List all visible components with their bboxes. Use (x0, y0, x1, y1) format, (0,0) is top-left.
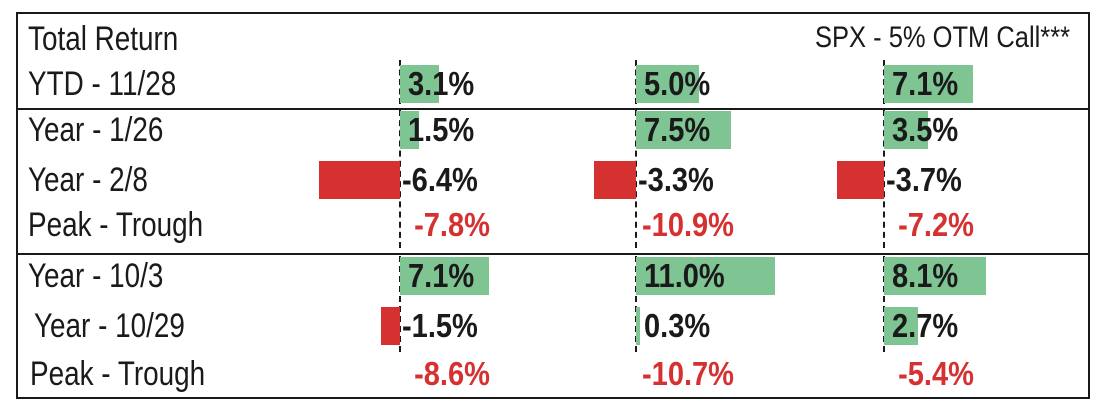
zero-axis-line (399, 110, 401, 248)
value-label: 3.1% (408, 65, 475, 102)
value-label: 0.3% (644, 307, 711, 344)
value-label: 1.5% (408, 111, 475, 148)
column-header: SPX - 5% OTM Call*** (814, 21, 1070, 54)
positive-bar (884, 65, 974, 103)
zero-axis-line (635, 110, 637, 248)
zero-axis-line (883, 256, 885, 352)
peak-trough-value: -10.9% (641, 206, 735, 243)
row-label: Year - 2/8 (28, 161, 148, 199)
peak-trough-value: -10.7% (641, 355, 735, 392)
section-divider (16, 253, 1090, 255)
returns-table (16, 12, 1090, 399)
peak-trough-value: -5.4% (898, 355, 974, 392)
positive-bar (636, 65, 699, 103)
positive-bar (884, 111, 929, 149)
value-label: -1.5% (402, 307, 478, 344)
positive-bar (400, 111, 419, 149)
positive-bar (884, 307, 919, 345)
negative-bar (319, 161, 400, 199)
row-label: Peak - Trough (30, 355, 206, 393)
positive-bar (400, 257, 490, 295)
value-label: 5.0% (644, 65, 711, 102)
zero-axis-line (635, 256, 637, 352)
peak-trough-value: -7.8% (414, 206, 490, 243)
row-label: Year - 10/3 (28, 257, 164, 295)
value-label: 7.5% (644, 111, 711, 148)
row-label: Peak - Trough (28, 206, 204, 244)
section-divider (16, 108, 1090, 110)
value-label: -3.7% (886, 161, 962, 198)
peak-trough-value: -8.6% (414, 355, 490, 392)
value-label: 8.1% (892, 257, 959, 294)
positive-bar (884, 257, 987, 295)
value-label: 7.1% (892, 65, 959, 102)
peak-trough-value: -7.2% (898, 206, 974, 243)
value-label: 11.0% (644, 257, 725, 294)
positive-bar (400, 65, 440, 103)
table-title: Total Return (28, 20, 179, 58)
positive-bar (636, 111, 731, 149)
row-label: Year - 10/29 (34, 307, 185, 345)
value-label: -3.3% (638, 161, 714, 198)
negative-bar (594, 161, 636, 199)
value-label: 7.1% (408, 257, 475, 294)
zero-axis-line (883, 110, 885, 248)
value-label: 3.5% (892, 111, 959, 148)
negative-bar (837, 161, 884, 199)
positive-bar (636, 307, 640, 345)
positive-bar (636, 257, 775, 295)
row-label: YTD - 11/28 (28, 65, 177, 103)
value-label: -6.4% (402, 161, 478, 198)
row-label: Year - 1/26 (28, 111, 164, 149)
negative-bar (381, 307, 400, 345)
zero-axis-line (399, 256, 401, 352)
value-label: 2.7% (892, 307, 959, 344)
